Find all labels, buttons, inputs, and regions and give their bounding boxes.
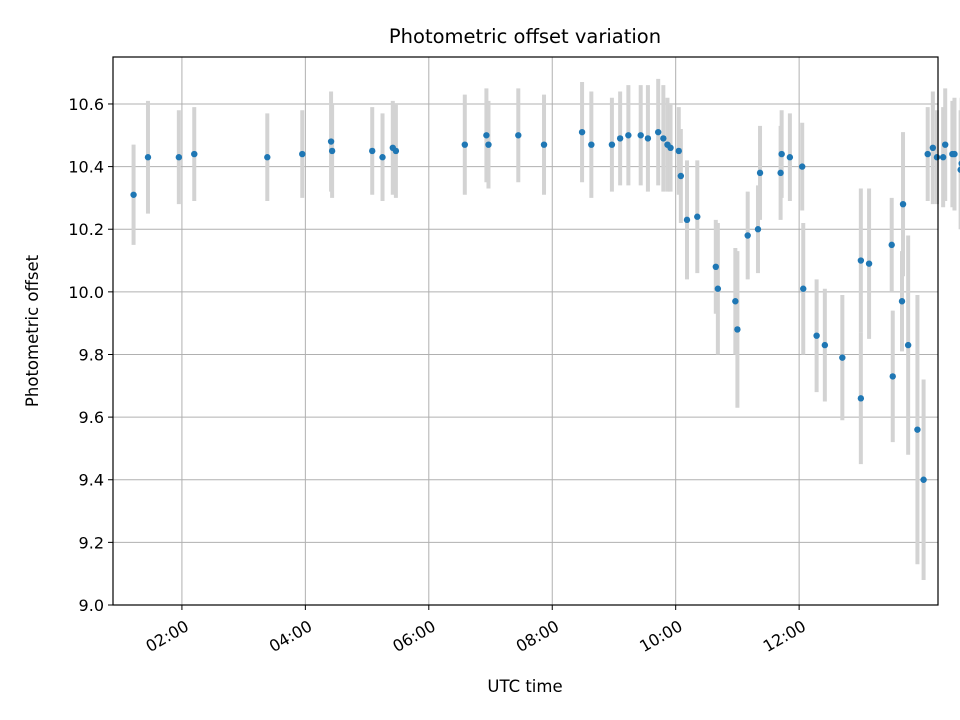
y-axis-label: Photometric offset [23, 254, 42, 407]
data-point [839, 354, 846, 361]
data-point [683, 216, 691, 224]
data-point [754, 226, 762, 233]
data-point [625, 132, 632, 139]
data-point [756, 169, 764, 177]
data-point [191, 150, 198, 158]
data-point [379, 154, 386, 161]
data-point [712, 263, 720, 271]
data-point [175, 154, 183, 161]
y-tick-label: 10.0 [68, 283, 104, 302]
data-point [904, 341, 912, 349]
y-tick-label: 9.4 [79, 471, 104, 490]
data-point [732, 298, 739, 305]
data-point [734, 326, 741, 333]
data-point [800, 285, 807, 292]
data-point [588, 141, 595, 148]
data-point [677, 172, 685, 180]
data-point [694, 213, 701, 220]
data-point [130, 191, 137, 198]
data-point [328, 147, 336, 155]
data-point [144, 154, 152, 161]
data-point [667, 144, 674, 152]
y-tick-label: 9.0 [79, 596, 104, 615]
data-point [461, 141, 469, 148]
data-point [778, 150, 785, 158]
data-point [799, 163, 806, 170]
y-tick-label: 10.6 [68, 95, 104, 114]
data-point [889, 373, 896, 380]
data-point [744, 232, 751, 239]
y-axis: 9.0 9.2 9.4 9.6 9.8 10.0 10.2 10.4 10.6 [68, 95, 113, 615]
data-point [483, 132, 490, 139]
data-point [914, 426, 921, 433]
y-tick-label: 9.6 [79, 408, 104, 427]
data-point [369, 147, 376, 155]
y-tick-label: 10.2 [68, 220, 104, 239]
chart-title: Photometric offset variation [389, 25, 661, 48]
data-point [786, 154, 794, 161]
x-axis-label: UTC time [487, 677, 562, 696]
data-point [714, 285, 722, 292]
data-point [865, 260, 873, 267]
data-point [777, 169, 784, 177]
data-point [898, 298, 906, 305]
data-point [888, 241, 895, 249]
data-point [264, 154, 271, 161]
data-point [660, 135, 667, 142]
data-point [515, 132, 522, 139]
data-point [942, 141, 949, 148]
data-point [857, 395, 865, 402]
data-point [939, 154, 947, 161]
data-point [578, 128, 586, 136]
data-point [924, 150, 931, 158]
data-point [485, 141, 492, 148]
data-point [644, 135, 652, 142]
data-point [616, 135, 624, 142]
data-points [130, 128, 960, 483]
y-tick-label: 9.8 [79, 345, 104, 364]
data-point [392, 147, 400, 155]
data-point [951, 150, 958, 158]
data-point [929, 144, 937, 152]
plot-area [113, 57, 938, 605]
data-point [675, 147, 682, 155]
data-point [327, 138, 335, 145]
data-point [608, 141, 616, 148]
data-point [920, 476, 927, 483]
plot-frame [112, 56, 939, 606]
y-tick-label: 9.2 [79, 533, 104, 552]
data-point [637, 132, 644, 139]
data-point [957, 166, 960, 173]
data-point [299, 150, 306, 158]
data-point [654, 128, 662, 136]
data-point [813, 332, 820, 339]
grid [113, 57, 938, 606]
y-tick-label: 10.4 [68, 158, 104, 177]
data-point [857, 257, 865, 264]
data-point [540, 141, 548, 148]
data-point [899, 200, 907, 208]
data-point [933, 154, 941, 161]
data-point [821, 341, 829, 349]
